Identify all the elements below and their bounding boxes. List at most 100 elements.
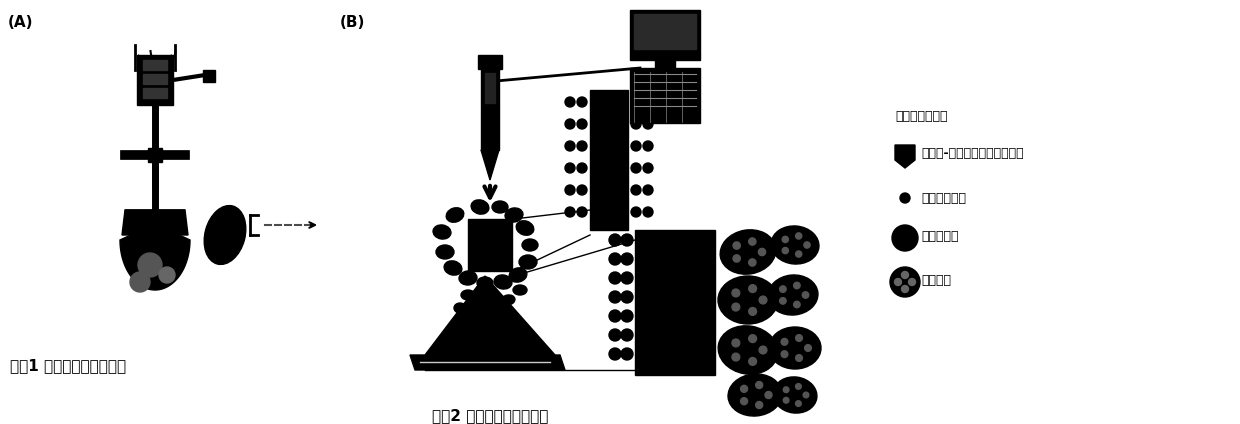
Bar	[655, 60, 675, 68]
Bar	[477, 55, 502, 69]
Text: 磁性纳米颗粒: 磁性纳米颗粒	[921, 192, 966, 205]
Circle shape	[781, 351, 787, 357]
Circle shape	[740, 385, 748, 392]
Circle shape	[749, 285, 756, 293]
Ellipse shape	[494, 275, 512, 289]
Bar	[590, 90, 627, 230]
Circle shape	[621, 348, 632, 360]
Circle shape	[732, 339, 740, 347]
Polygon shape	[122, 210, 188, 235]
Polygon shape	[425, 276, 556, 355]
Text: 复乳液滴: 复乳液滴	[921, 274, 951, 287]
Circle shape	[749, 307, 756, 315]
Ellipse shape	[436, 245, 454, 259]
Circle shape	[609, 348, 621, 360]
Polygon shape	[895, 145, 915, 168]
Bar	[630, 68, 701, 123]
Ellipse shape	[522, 239, 538, 251]
Circle shape	[644, 97, 653, 107]
Ellipse shape	[510, 268, 527, 282]
Ellipse shape	[444, 261, 461, 275]
Ellipse shape	[461, 290, 475, 300]
Circle shape	[644, 141, 653, 151]
Text: 步骤2 膜乳化制备过程示意: 步骤2 膜乳化制备过程示意	[432, 408, 548, 423]
Circle shape	[577, 163, 587, 173]
Circle shape	[565, 207, 575, 217]
Circle shape	[621, 234, 632, 246]
Ellipse shape	[728, 374, 782, 416]
Circle shape	[609, 272, 621, 284]
Ellipse shape	[492, 201, 508, 213]
Circle shape	[765, 391, 773, 399]
Ellipse shape	[489, 302, 502, 312]
Text: 聚乙烯醇水溶液: 聚乙烯醇水溶液	[895, 110, 947, 123]
Ellipse shape	[477, 277, 494, 289]
Circle shape	[565, 141, 575, 151]
Circle shape	[796, 251, 802, 257]
Text: 油包水乳液: 油包水乳液	[921, 230, 959, 243]
Circle shape	[565, 119, 575, 129]
Ellipse shape	[433, 225, 451, 239]
Circle shape	[794, 301, 800, 308]
Circle shape	[759, 248, 765, 256]
Circle shape	[894, 279, 901, 285]
Circle shape	[796, 233, 802, 239]
Circle shape	[565, 185, 575, 195]
Circle shape	[740, 398, 748, 404]
Circle shape	[733, 242, 740, 249]
Bar	[485, 73, 495, 103]
Ellipse shape	[773, 377, 817, 413]
Circle shape	[805, 345, 811, 351]
Circle shape	[577, 141, 587, 151]
Circle shape	[609, 310, 621, 322]
Polygon shape	[120, 210, 190, 290]
Ellipse shape	[454, 303, 466, 313]
Ellipse shape	[718, 326, 777, 374]
Ellipse shape	[718, 276, 777, 324]
Polygon shape	[481, 150, 498, 180]
Circle shape	[130, 272, 150, 292]
Circle shape	[749, 357, 756, 365]
Circle shape	[780, 298, 786, 304]
Circle shape	[631, 185, 641, 195]
Ellipse shape	[505, 208, 523, 222]
Circle shape	[901, 271, 909, 279]
Circle shape	[796, 384, 801, 389]
Circle shape	[577, 207, 587, 217]
Circle shape	[138, 253, 162, 277]
Text: (A): (A)	[7, 15, 33, 30]
Bar	[203, 70, 215, 82]
Circle shape	[755, 382, 763, 388]
Circle shape	[609, 291, 621, 303]
Circle shape	[577, 97, 587, 107]
Circle shape	[796, 401, 801, 407]
Bar	[136, 55, 174, 105]
Circle shape	[733, 255, 740, 262]
Circle shape	[577, 119, 587, 129]
Bar	[634, 14, 696, 49]
Circle shape	[749, 259, 756, 266]
Circle shape	[784, 387, 789, 393]
Circle shape	[909, 279, 915, 285]
Ellipse shape	[446, 208, 464, 222]
Circle shape	[900, 193, 910, 203]
Bar	[143, 60, 167, 70]
Circle shape	[749, 238, 756, 245]
Bar	[143, 74, 167, 84]
Ellipse shape	[472, 298, 487, 308]
Ellipse shape	[516, 221, 533, 235]
Circle shape	[631, 207, 641, 217]
Circle shape	[802, 292, 808, 298]
Circle shape	[901, 285, 909, 293]
Circle shape	[644, 185, 653, 195]
Text: (B): (B)	[340, 15, 366, 30]
Circle shape	[759, 296, 766, 304]
Circle shape	[565, 97, 575, 107]
Circle shape	[781, 338, 787, 345]
Ellipse shape	[769, 327, 821, 369]
Ellipse shape	[205, 206, 246, 265]
Circle shape	[732, 303, 740, 311]
Circle shape	[609, 329, 621, 341]
Circle shape	[782, 248, 789, 254]
Polygon shape	[410, 355, 565, 370]
